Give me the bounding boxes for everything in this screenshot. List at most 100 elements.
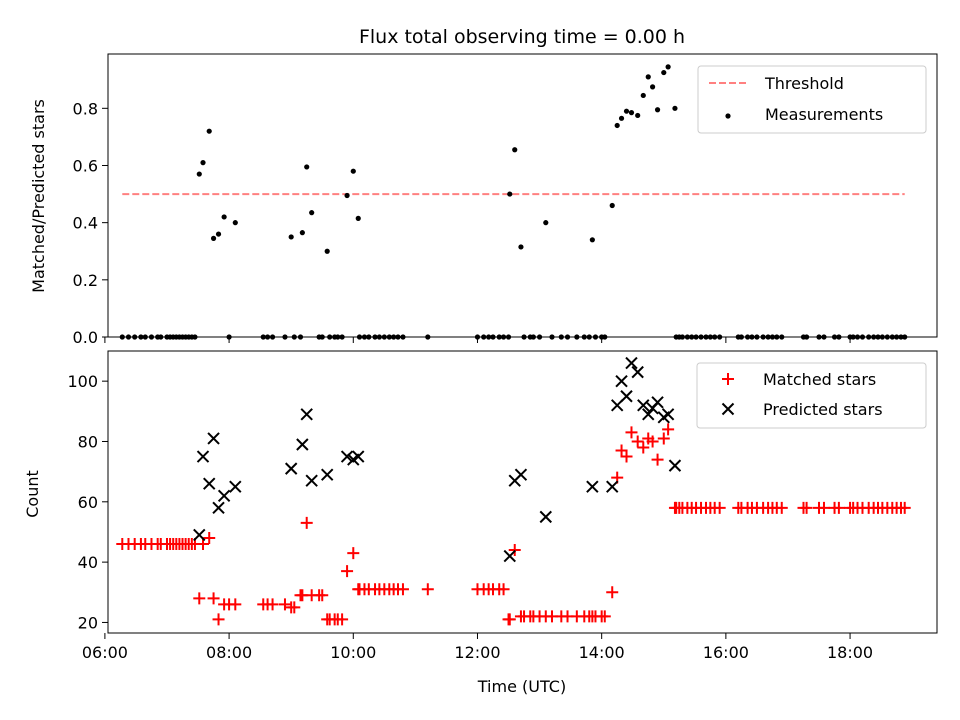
predicted-stars-point-7	[284, 462, 298, 475]
measurements-legend-swatch	[725, 113, 731, 119]
matched-stars-point-29	[278, 598, 291, 611]
ratio-y-axis: 0.0 0.2 0.4 0.6 0.8	[73, 99, 108, 347]
matched-stars-point-87	[631, 435, 644, 448]
measurements-point-45	[355, 215, 361, 221]
measurements-point-38	[324, 248, 330, 254]
predicted-stars-point-20	[606, 480, 619, 493]
predicted-stars-point-14	[352, 450, 365, 463]
predicted-stars-point-26	[637, 399, 650, 412]
ratio-panel: Flux total observing time = 0.00 h Match…	[29, 26, 938, 347]
count-y-tick-label-0: 20	[78, 613, 98, 632]
predicted-stars-point-3	[207, 432, 220, 445]
measurements-point-18	[196, 171, 202, 177]
predicted-stars-point-21	[610, 399, 624, 412]
measurements-point-83	[614, 122, 620, 129]
predicted-stars-point-5	[217, 489, 231, 502]
predicted-stars-point-19	[586, 480, 599, 493]
measurements-point-91	[654, 107, 661, 113]
count-y-tick-label-3: 80	[78, 432, 98, 451]
matched-stars-point-56	[421, 583, 434, 596]
matched-stars-legend-swatch	[722, 373, 734, 385]
measurements-point-21	[210, 235, 217, 241]
measurements-point-34	[304, 164, 310, 170]
ratio-y-tick-label-2: 0.4	[73, 214, 98, 233]
matched-stars-point-91	[651, 453, 664, 466]
count-panel: Count Time (UTC) 20 40 60 80 100 06:00 08:00 1…	[23, 350, 938, 696]
measurements-point-33	[299, 230, 305, 236]
measurements-point-25	[232, 220, 238, 226]
measurements-point-85	[623, 108, 630, 114]
measurements-point-82	[609, 202, 615, 209]
matched-stars-point-92	[657, 432, 670, 445]
measurements-point-94	[672, 105, 678, 111]
count-x-tick-label-4: 14:00	[579, 643, 625, 662]
matched-stars-point-81	[598, 610, 611, 623]
predicted-stars-point-27	[642, 408, 655, 421]
measurements-point-71	[543, 220, 549, 226]
matched-stars-point-117	[800, 501, 813, 514]
predicted-stars-point-23	[620, 390, 633, 403]
measurements-point-65	[512, 147, 518, 153]
measurements-point-23	[221, 214, 227, 220]
predicted-stars-point-15	[503, 549, 516, 563]
matched-stars-point-119	[817, 501, 830, 514]
predicted-stars-point-6	[229, 480, 242, 493]
matched-stars-point-85	[620, 450, 633, 463]
count-x-tick-label-2: 10:00	[330, 643, 376, 662]
predicted-stars-point-8	[296, 438, 309, 451]
measurements-point-90	[649, 84, 656, 90]
count-y-axis-label: Count	[23, 470, 42, 518]
matched-stars-point-25	[229, 598, 242, 611]
measurements-point-30	[288, 234, 294, 240]
predicted-stars-point-18	[539, 510, 552, 524]
matched-stars-point-105	[713, 501, 726, 514]
ratio-plot-area	[119, 64, 908, 340]
count-panel-frame	[107, 350, 938, 634]
predicted-stars-point-11	[320, 468, 334, 481]
count-x-tick-label-0: 06:00	[82, 643, 128, 662]
predicted-stars-legend-swatch	[721, 402, 735, 416]
predicted-stars-legend-label: Predicted stars	[763, 400, 883, 419]
matched-stars-point-37	[316, 589, 329, 602]
matched-stars-point-42	[336, 613, 349, 626]
measurements-point-86	[628, 110, 635, 116]
ratio-panel-frame	[107, 53, 938, 338]
matched-stars-point-44	[347, 547, 360, 560]
measurements-point-64	[507, 191, 513, 197]
count-legend-box	[696, 362, 927, 429]
measurements-point-44	[350, 168, 356, 174]
measurements-point-78	[589, 237, 595, 243]
measurements-point-22	[215, 231, 222, 237]
predicted-stars-point-0	[193, 528, 206, 542]
predicted-stars-point-10	[305, 474, 318, 487]
matched-stars-point-86	[625, 426, 638, 439]
count-x-axis: 06:00 08:00 10:00 12:00 14:00 16:00 18:00	[82, 633, 873, 662]
predicted-stars-point-1	[196, 450, 210, 463]
predicted-stars-point-17	[514, 468, 528, 481]
matched-stars-point-31	[288, 601, 301, 614]
ratio-legend-box	[697, 65, 927, 134]
count-y-tick-label-1: 40	[78, 553, 98, 572]
matched-stars-point-134	[898, 501, 911, 514]
ratio-y-axis-label: Matched/Predicted stars	[29, 99, 48, 293]
ratio-y-tick-label-3: 0.6	[73, 156, 98, 175]
ratio-y-tick-label-1: 0.2	[73, 271, 98, 290]
matched-stars-point-115	[775, 501, 788, 514]
predicted-stars-point-32	[668, 459, 682, 472]
predicted-stars-point-4	[212, 501, 225, 515]
matched-stars-point-22	[212, 613, 225, 626]
ratio-y-tick-label-0: 0.0	[73, 328, 98, 347]
predicted-stars-point-25	[631, 365, 644, 379]
measurements-point-20	[206, 128, 212, 134]
measurements-point-35	[309, 210, 315, 216]
matched-stars-point-93	[662, 423, 675, 436]
count-x-tick-label-3: 12:00	[454, 643, 500, 662]
x-axis-label: Time (UTC)	[477, 677, 566, 696]
matched-stars-point-21	[207, 592, 220, 605]
matched-stars-point-34	[300, 516, 313, 529]
count-plot-area	[116, 356, 911, 626]
count-x-tick-label-6: 18:00	[827, 643, 873, 662]
matched-stars-legend-label: Matched stars	[763, 370, 876, 389]
matched-stars-point-64	[503, 613, 516, 626]
